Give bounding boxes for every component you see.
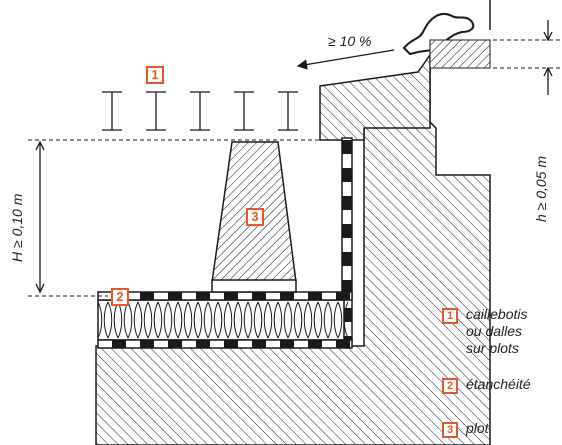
legend-label-waterproofing: étanchéité	[466, 376, 531, 392]
slope-label: ≥ 10 %	[328, 33, 371, 49]
legend-label-slab: caillebotis ou dalles sur plots	[466, 306, 528, 356]
legend-item-slab: 1 caillebotis ou dalles sur plots	[442, 306, 527, 357]
gutter-band	[429, 39, 491, 69]
membrane-bottom	[97, 339, 353, 349]
flashing-profile	[402, 12, 475, 56]
slab-supports	[102, 91, 298, 131]
legend-item-pedestal: 3 plot	[442, 420, 489, 438]
insulation-layer	[97, 299, 345, 341]
concrete-structure	[95, 52, 491, 445]
insulation-waves	[97, 301, 349, 339]
slope-arrow	[296, 49, 395, 70]
coping	[319, 52, 431, 141]
legend-number-waterproofing: 2	[442, 378, 458, 394]
membrane-top	[97, 291, 353, 301]
pedestal-base	[211, 279, 297, 293]
height-dimension-label: H ≥ 0,10 m	[9, 193, 25, 262]
upstand-dimension-label: h ≥ 0,05 m	[533, 156, 549, 222]
marker-waterproofing: 2	[111, 288, 129, 306]
marker-slab: 1	[146, 66, 164, 84]
legend-number-pedestal: 3	[442, 422, 458, 438]
legend-number-slab: 1	[442, 308, 458, 324]
marker-pedestal: 3	[246, 208, 264, 226]
legend-item-waterproofing: 2 étanchéité	[442, 376, 531, 394]
legend-label-pedestal: plot	[466, 420, 489, 436]
